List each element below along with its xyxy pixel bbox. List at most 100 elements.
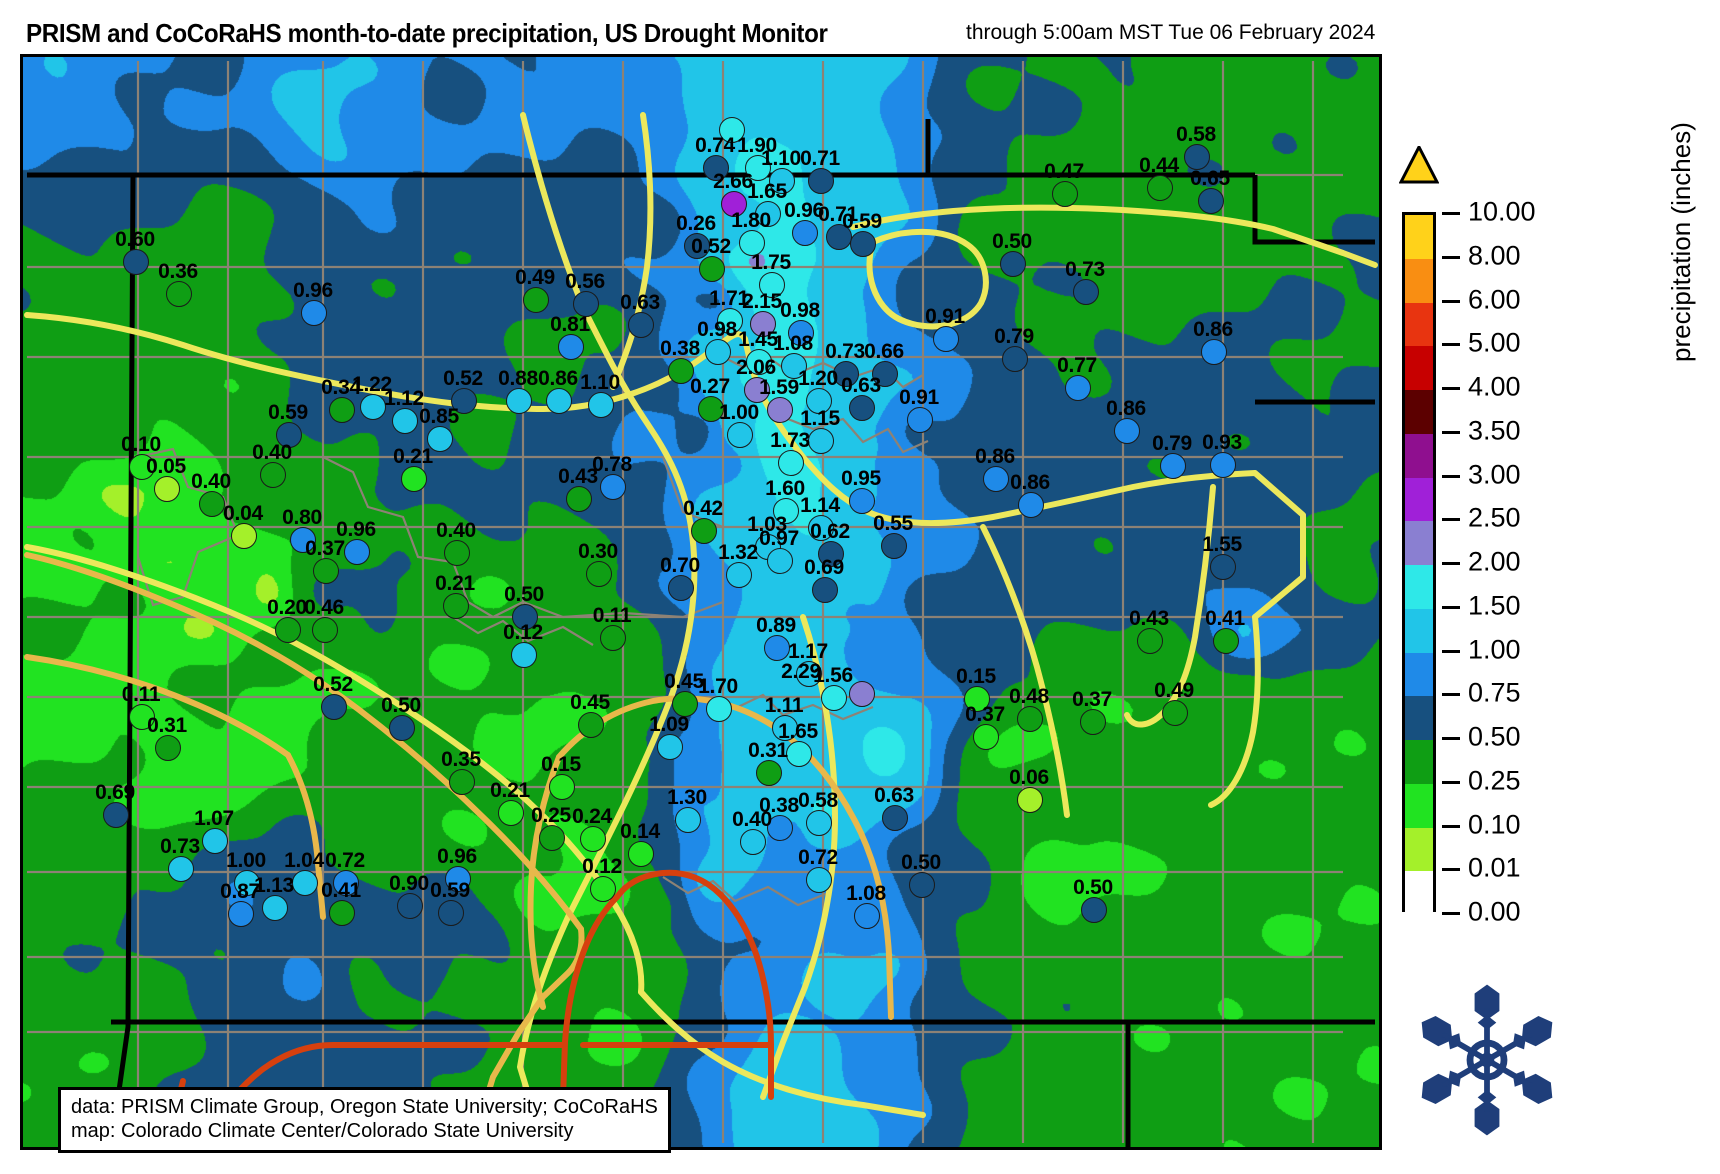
station-dot [260,462,286,488]
colorbar-band [1405,608,1433,654]
station-dot [1160,453,1186,479]
station-dot [812,577,838,603]
station-dot [129,454,155,480]
station-value-label: 0.34 [321,376,361,399]
station-value-label: 0.98 [780,299,820,322]
station-value-label: 0.69 [95,781,135,804]
drought-contour-d0 [24,544,645,995]
station-value-label: 0.72 [325,849,365,872]
station-value-label: 1.60 [765,477,805,500]
precipitation-map[interactable]: 1.710.741.901.100.712.661.650.580.470.44… [20,54,1382,1153]
colorbar-tick-label: 0.25 [1468,765,1521,796]
station-dot [668,575,694,601]
county-line [322,456,725,619]
station-value-label: 1.20 [798,367,838,390]
station-value-label: 0.71 [818,203,858,226]
station-value-label: 1.73 [770,429,810,452]
colorbar-tick-label: 0.10 [1468,809,1521,839]
station-dot [401,466,427,492]
colorbar-tick [1442,562,1460,565]
station-value-label: 1.00 [719,401,759,424]
colorbar-tick-label: 1.00 [1468,634,1521,664]
station-value-label: 1.11 [764,694,804,717]
station-value-label: 0.41 [1205,607,1245,630]
station-value-label: 0.21 [393,445,433,468]
station-value-label: 0.52 [691,235,731,258]
station-value-label: 0.35 [441,748,481,771]
station-value-label: 1.59 [759,376,799,399]
station-value-label: 0.47 [1044,160,1084,183]
station-dot [786,741,812,767]
station-value-label: 0.14 [620,820,660,843]
station-dot [438,900,464,926]
station-dot [767,548,793,574]
station-dot [833,361,859,387]
station-dot [759,272,785,298]
station-value-label: 0.72 [798,846,838,869]
station-value-label: 1.10 [761,147,801,170]
station-dot [578,712,604,738]
station-dot [745,155,771,181]
snowflake-logo-icon [1415,984,1559,1136]
station-dot [546,388,572,414]
station-dot [389,715,415,741]
station-value-label: 0.38 [660,337,700,360]
drought-contour-d1 [24,654,291,758]
station-value-label: 1.71 [709,287,749,310]
station-value-label: 1.07 [194,807,234,830]
station-value-label: 0.88 [498,367,538,390]
station-dot [360,394,386,420]
station-value-label: 0.86 [975,445,1015,468]
station-dot [392,408,418,434]
station-dot [691,518,717,544]
station-value-label: 0.79 [994,325,1034,348]
station-value-label: 0.63 [874,784,914,807]
station-value-label: 0.97 [759,527,799,550]
station-dot [657,734,683,760]
station-dot [849,681,875,707]
station-value-label: 2.66 [713,170,753,193]
station-value-label: 0.55 [873,512,913,535]
station-value-label: 0.86 [1010,471,1050,494]
station-value-label: 1.30 [667,786,707,809]
station-dot [312,617,338,643]
station-dot [964,686,990,712]
station-value-label: 0.50 [992,230,1032,253]
colorbar-band [1405,740,1433,785]
colorbar-tick-label: 3.00 [1468,459,1521,489]
station-value-label: 0.45 [570,691,610,714]
station-value-label: 1.55 [1202,533,1242,556]
station-dot [451,388,477,414]
station-dot [744,377,770,403]
colorbar-tick [1442,693,1460,697]
station-value-label: 0.45 [664,670,704,693]
station-dot [580,826,606,852]
station-value-label: 0.21 [435,572,475,595]
station-value-label: 0.40 [252,441,292,464]
header-bar: PRISM and CoCoRaHS month-to-date precipi… [0,0,1720,56]
colorbar-tick-label: 8.00 [1468,240,1521,271]
station-dot [882,805,908,831]
station-dot [672,691,698,717]
station-value-label: 0.20 [267,596,307,619]
station-value-label: 0.81 [550,313,590,336]
station-dot [1073,279,1099,305]
station-value-label: 0.27 [690,375,730,398]
colorbar-gradient [1402,212,1436,916]
station-dot [290,527,316,553]
drought-contour-d0 [866,228,989,330]
station-dot [698,396,724,422]
station-value-label: 0.66 [864,340,904,363]
station-value-label: 0.79 [1152,432,1192,455]
colorbar-tick-label: 0.00 [1468,896,1521,927]
station-dot [228,901,254,927]
station-value-label: 1.10 [580,371,620,394]
station-value-label: 0.31 [748,739,788,762]
colorbar-tick-label: 1.50 [1468,590,1521,621]
station-value-label: 0.86 [1106,397,1146,420]
station-value-label: 0.37 [965,703,1005,726]
colorbar-tick [1442,780,1460,784]
state-border [1252,175,1375,245]
station-dot [1000,251,1026,277]
colorbar-tick [1442,868,1460,872]
